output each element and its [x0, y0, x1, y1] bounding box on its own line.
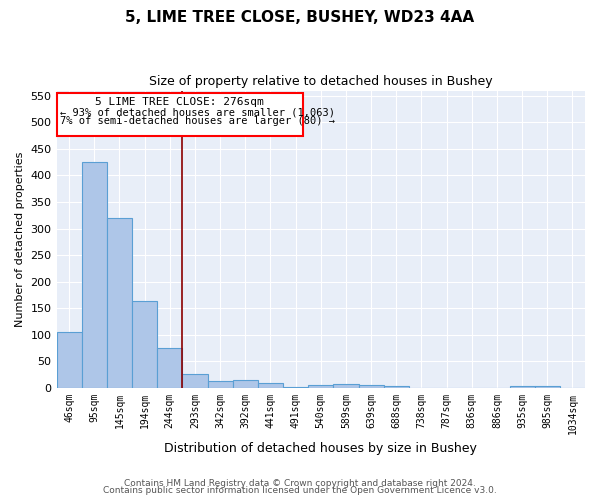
- Bar: [56, 92, 303, 136]
- Text: 5 LIME TREE CLOSE: 276sqm: 5 LIME TREE CLOSE: 276sqm: [95, 97, 264, 107]
- Bar: [157, 348, 182, 388]
- Bar: [56, 332, 82, 388]
- Bar: [107, 218, 132, 388]
- X-axis label: Distribution of detached houses by size in Bushey: Distribution of detached houses by size …: [164, 442, 477, 455]
- Text: 7% of semi-detached houses are larger (80) →: 7% of semi-detached houses are larger (8…: [61, 116, 335, 126]
- Bar: [258, 383, 283, 388]
- Bar: [182, 374, 208, 388]
- Bar: [334, 384, 359, 388]
- Bar: [509, 386, 535, 388]
- Bar: [132, 301, 157, 388]
- Bar: [535, 386, 560, 388]
- Bar: [383, 386, 409, 388]
- Text: Contains public sector information licensed under the Open Government Licence v3: Contains public sector information licen…: [103, 486, 497, 495]
- Bar: [82, 162, 107, 388]
- Title: Size of property relative to detached houses in Bushey: Size of property relative to detached ho…: [149, 75, 493, 88]
- Bar: [233, 380, 258, 388]
- Bar: [283, 387, 308, 388]
- Text: Contains HM Land Registry data © Crown copyright and database right 2024.: Contains HM Land Registry data © Crown c…: [124, 478, 476, 488]
- Y-axis label: Number of detached properties: Number of detached properties: [15, 152, 25, 327]
- Bar: [359, 385, 383, 388]
- Text: 5, LIME TREE CLOSE, BUSHEY, WD23 4AA: 5, LIME TREE CLOSE, BUSHEY, WD23 4AA: [125, 10, 475, 25]
- Text: ← 93% of detached houses are smaller (1,063): ← 93% of detached houses are smaller (1,…: [61, 108, 335, 118]
- Bar: [308, 385, 334, 388]
- Bar: [208, 382, 233, 388]
